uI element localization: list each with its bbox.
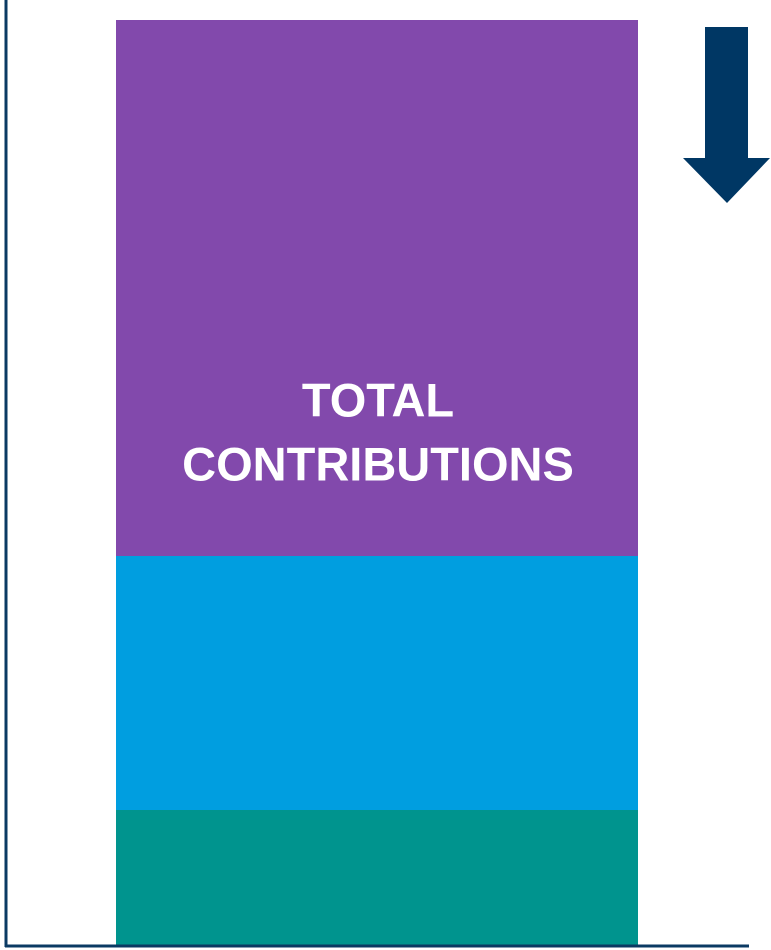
bar-segment-top xyxy=(116,20,638,557)
bar-label-line: TOTAL xyxy=(302,373,454,426)
down-arrow xyxy=(683,27,770,203)
bar-segment-bottom xyxy=(116,810,638,946)
bar-segment-middle xyxy=(116,556,638,811)
bar-label-line: CONTRIBUTIONS xyxy=(182,437,574,490)
